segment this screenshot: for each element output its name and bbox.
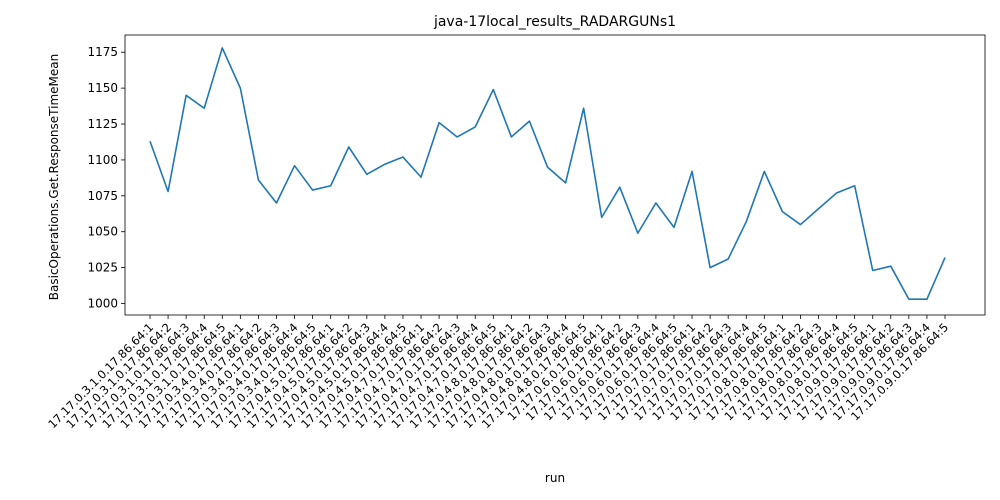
y-axis-label: BasicOperations.Get.ResponseTimeMean <box>47 54 61 300</box>
x-axis-ticks: 17.17.0.3.1.0.17.86.64:117.17.0.3.1.0.17… <box>45 315 951 431</box>
y-tick-label: 1175 <box>87 45 118 59</box>
y-tick-label: 1125 <box>87 117 118 131</box>
y-tick-label: 1150 <box>87 81 118 95</box>
plot-area-frame <box>124 34 986 316</box>
y-axis-ticks: 1000 1025 1050 1075 1100 1125 1150 1175 <box>87 45 125 311</box>
series-line <box>149 47 946 301</box>
x-axis-label: run <box>545 471 565 485</box>
y-tick-label: 1075 <box>87 189 118 203</box>
chart-title: java-17local_results_RADARGUNs1 <box>433 14 676 30</box>
y-tick-label: 1025 <box>87 261 118 275</box>
y-tick-label: 1100 <box>87 153 118 167</box>
y-tick-label: 1000 <box>87 297 118 311</box>
y-tick-label: 1050 <box>87 225 118 239</box>
